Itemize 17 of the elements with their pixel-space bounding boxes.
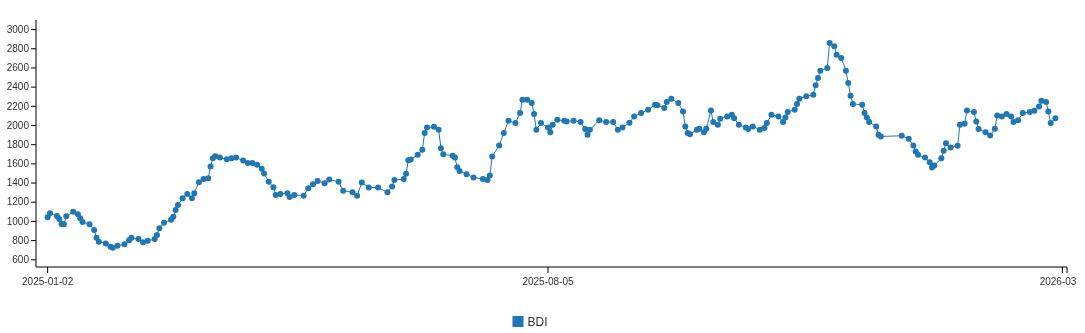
x-tick-label: 2025-01-02: [22, 276, 74, 287]
y-tick-label: 1400: [6, 177, 30, 189]
y-tick-label: 1000: [6, 215, 30, 227]
y-tick-label: 1800: [6, 138, 30, 150]
y-tick-label: 1200: [6, 196, 30, 208]
y-tick-label: 2200: [6, 100, 30, 112]
y-tick-label: 2400: [6, 81, 30, 93]
y-tick-label: 3000: [6, 23, 30, 35]
legend-label: BDI: [527, 315, 548, 330]
y-tick-label: 2600: [6, 62, 30, 74]
y-tick-label: 800: [12, 234, 30, 246]
y-tick-label: 1600: [6, 158, 30, 170]
x-tick-label: 2025-08-05: [522, 276, 575, 287]
y-tick-label: 2800: [6, 42, 30, 54]
y-tick-label: 2000: [6, 119, 30, 131]
x-tick-label: 2026-03: [1039, 276, 1077, 287]
y-tick-label: 600: [12, 254, 30, 266]
